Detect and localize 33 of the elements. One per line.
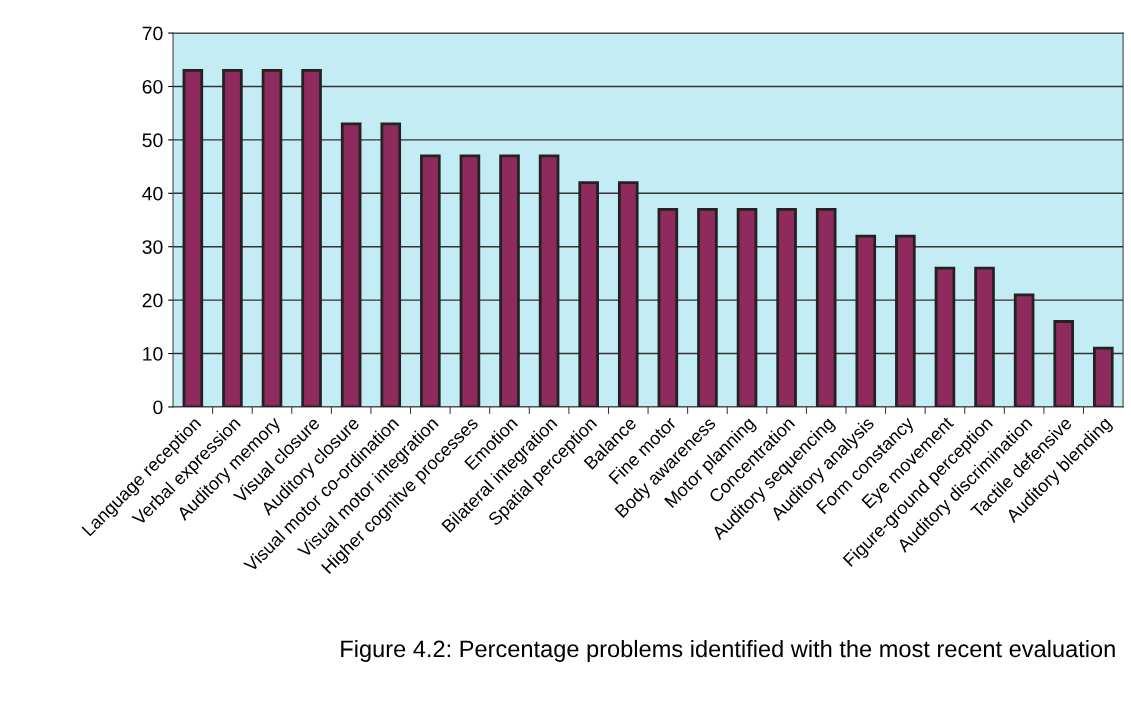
y-tick-label: 70 <box>142 26 163 41</box>
bar <box>895 234 916 407</box>
bar <box>340 122 362 407</box>
bar <box>261 69 283 407</box>
bar <box>934 266 956 407</box>
bar <box>657 207 679 407</box>
bar <box>697 207 718 407</box>
y-tick-label: 40 <box>142 186 163 201</box>
bar <box>182 69 204 407</box>
bar <box>459 154 481 407</box>
bar <box>380 122 402 407</box>
bar <box>538 154 560 407</box>
bar <box>617 181 639 407</box>
bar <box>855 234 877 407</box>
bar <box>1053 320 1074 407</box>
bar <box>974 266 995 407</box>
y-tick-label: 10 <box>143 347 163 361</box>
bar <box>301 69 322 407</box>
bar <box>578 181 599 407</box>
bar <box>420 154 441 407</box>
bar <box>776 207 797 407</box>
bar <box>499 154 520 407</box>
bar <box>736 207 758 407</box>
y-tick-label: 0 <box>153 400 163 415</box>
bar <box>1092 346 1114 407</box>
bar <box>815 207 837 407</box>
y-tick-label: 30 <box>142 240 163 254</box>
bar <box>222 69 243 407</box>
y-tick-label: 50 <box>142 133 163 148</box>
y-tick-label: 20 <box>142 293 163 308</box>
caption: Figure 4.2: Percentage problems identified with the most recent evaluation <box>341 639 1115 662</box>
y-tick-label: 60 <box>142 79 163 94</box>
bar <box>1013 293 1035 407</box>
